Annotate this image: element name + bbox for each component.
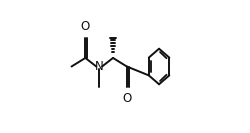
Text: N: N (94, 60, 103, 73)
Text: O: O (80, 20, 90, 33)
Text: O: O (122, 92, 131, 105)
